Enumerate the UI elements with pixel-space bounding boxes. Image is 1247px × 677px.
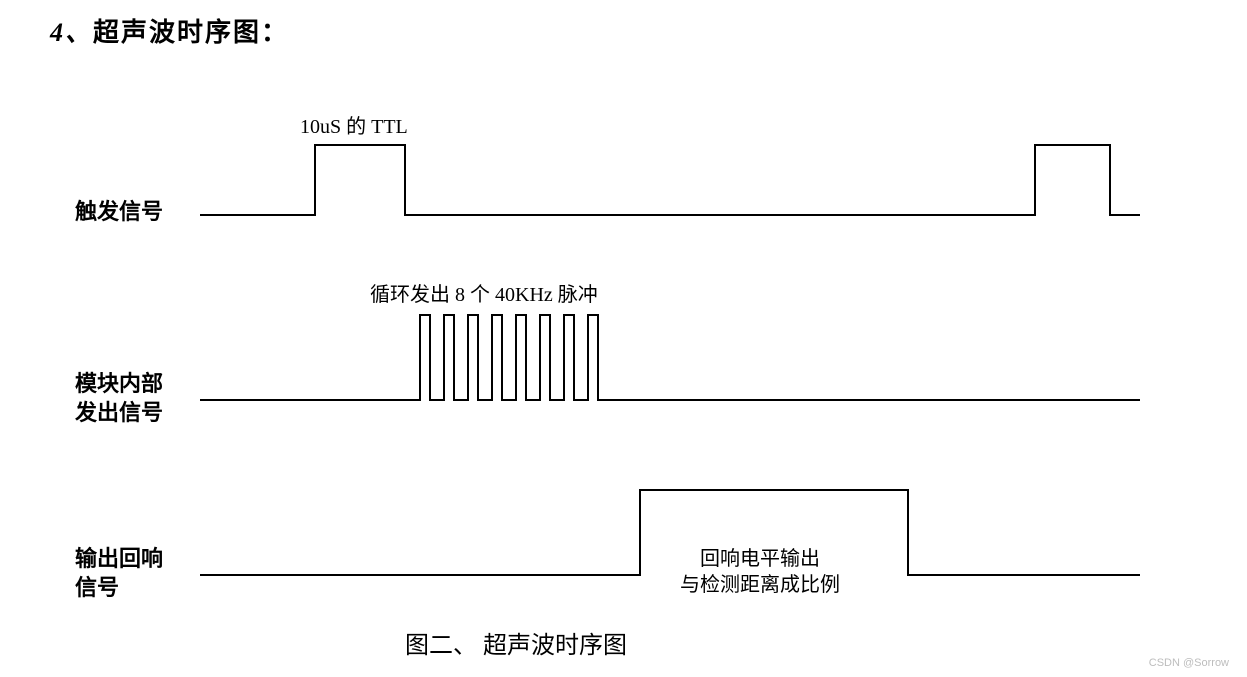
waveform-echo	[0, 0, 1247, 677]
